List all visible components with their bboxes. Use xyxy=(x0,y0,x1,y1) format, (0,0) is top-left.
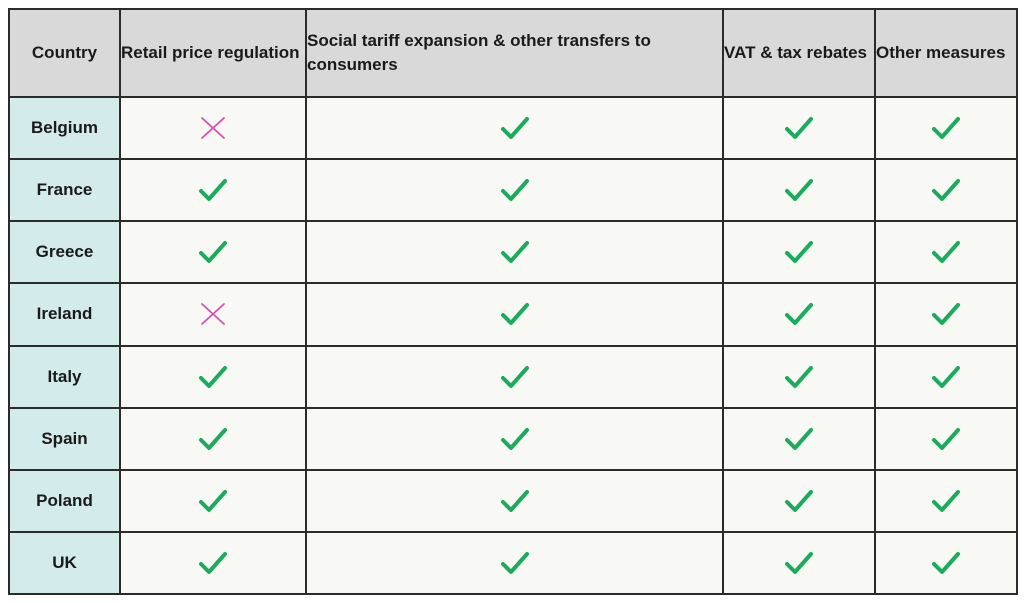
check-mark-icon xyxy=(931,550,961,576)
cell-social-tariff-transfers xyxy=(305,282,724,347)
cell-other-measures xyxy=(874,406,1018,471)
table-row: Belgium xyxy=(8,95,1018,161)
table-row: Greece xyxy=(8,220,1018,285)
check-mark-icon xyxy=(784,550,814,576)
check-mark-icon xyxy=(500,488,530,514)
cell-vat-tax-rebates xyxy=(722,220,876,285)
cell-retail-price-regulation xyxy=(119,344,307,409)
check-mark-icon xyxy=(784,301,814,327)
country-cell: Spain xyxy=(8,406,121,471)
cell-social-tariff-transfers xyxy=(305,220,724,285)
check-mark-icon xyxy=(500,239,530,265)
header-row: Country Retail price regulation Social t… xyxy=(8,8,1018,98)
check-mark-icon xyxy=(931,239,961,265)
cell-other-measures xyxy=(874,158,1018,223)
check-mark-icon xyxy=(784,177,814,203)
check-mark-icon xyxy=(198,239,228,265)
check-mark-icon xyxy=(931,177,961,203)
cell-retail-price-regulation xyxy=(119,468,307,533)
country-cell: UK xyxy=(8,530,121,596)
cell-social-tariff-transfers xyxy=(305,158,724,223)
check-mark-icon xyxy=(198,364,228,390)
cell-vat-tax-rebates xyxy=(722,95,876,161)
header-social-tariff-transfers: Social tariff expansion & other transfer… xyxy=(305,8,724,98)
check-mark-icon xyxy=(931,488,961,514)
country-cell: France xyxy=(8,158,121,223)
cell-social-tariff-transfers xyxy=(305,530,724,596)
cell-retail-price-regulation xyxy=(119,220,307,285)
cell-other-measures xyxy=(874,530,1018,596)
header-vat-tax-rebates: VAT & tax rebates xyxy=(722,8,876,98)
cross-mark-icon xyxy=(198,301,228,327)
cell-social-tariff-transfers xyxy=(305,468,724,533)
check-mark-icon xyxy=(784,426,814,452)
cell-vat-tax-rebates xyxy=(722,406,876,471)
cell-retail-price-regulation xyxy=(119,95,307,161)
cell-vat-tax-rebates xyxy=(722,282,876,347)
check-mark-icon xyxy=(784,239,814,265)
table-row: France xyxy=(8,158,1018,223)
table-row: Italy xyxy=(8,344,1018,409)
table-row: Poland xyxy=(8,468,1018,533)
cell-vat-tax-rebates xyxy=(722,530,876,596)
header-other-measures: Other measures xyxy=(874,8,1018,98)
cell-retail-price-regulation xyxy=(119,282,307,347)
check-mark-icon xyxy=(931,364,961,390)
cell-retail-price-regulation xyxy=(119,406,307,471)
cell-social-tariff-transfers xyxy=(305,406,724,471)
check-mark-icon xyxy=(198,177,228,203)
header-retail-price-regulation: Retail price regulation xyxy=(119,8,307,98)
country-cell: Greece xyxy=(8,220,121,285)
check-mark-icon xyxy=(500,364,530,390)
check-mark-icon xyxy=(500,426,530,452)
cell-other-measures xyxy=(874,344,1018,409)
cell-vat-tax-rebates xyxy=(722,344,876,409)
header-country: Country xyxy=(8,8,121,98)
country-cell: Poland xyxy=(8,468,121,533)
check-mark-icon xyxy=(500,115,530,141)
table-row: UK xyxy=(8,530,1018,596)
check-mark-icon xyxy=(198,550,228,576)
table-row: Spain xyxy=(8,406,1018,471)
cell-retail-price-regulation xyxy=(119,530,307,596)
cell-vat-tax-rebates xyxy=(722,468,876,533)
cell-retail-price-regulation xyxy=(119,158,307,223)
cell-other-measures xyxy=(874,468,1018,533)
check-mark-icon xyxy=(500,301,530,327)
country-cell: Ireland xyxy=(8,282,121,347)
table-row: Ireland xyxy=(8,282,1018,347)
check-mark-icon xyxy=(500,177,530,203)
cell-other-measures xyxy=(874,282,1018,347)
check-mark-icon xyxy=(784,488,814,514)
policy-measures-table: Country Retail price regulation Social t… xyxy=(8,8,1018,596)
country-cell: Italy xyxy=(8,344,121,409)
country-cell: Belgium xyxy=(8,95,121,161)
cell-social-tariff-transfers xyxy=(305,95,724,161)
cross-mark-icon xyxy=(198,115,228,141)
check-mark-icon xyxy=(198,426,228,452)
check-mark-icon xyxy=(500,550,530,576)
cell-social-tariff-transfers xyxy=(305,344,724,409)
cell-other-measures xyxy=(874,95,1018,161)
check-mark-icon xyxy=(198,488,228,514)
check-mark-icon xyxy=(931,115,961,141)
check-mark-icon xyxy=(784,115,814,141)
cell-vat-tax-rebates xyxy=(722,158,876,223)
check-mark-icon xyxy=(931,301,961,327)
check-mark-icon xyxy=(931,426,961,452)
check-mark-icon xyxy=(784,364,814,390)
cell-other-measures xyxy=(874,220,1018,285)
